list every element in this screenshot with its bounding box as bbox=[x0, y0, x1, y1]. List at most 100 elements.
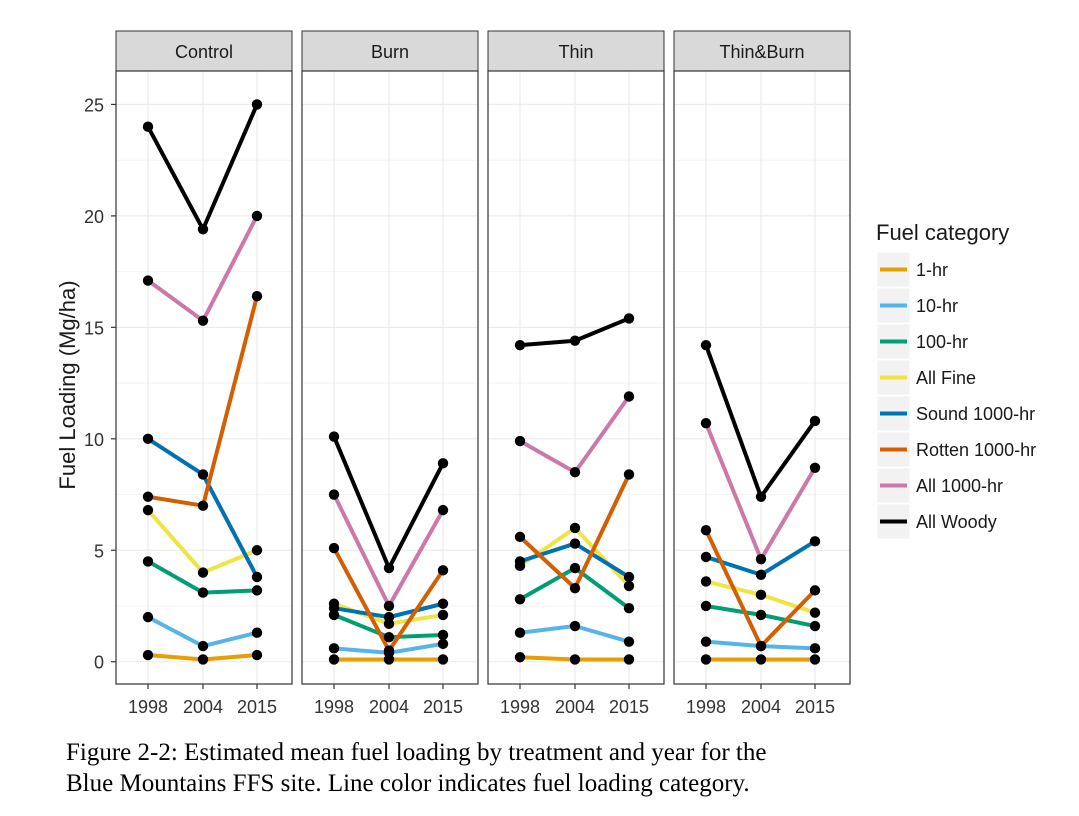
x-tick-label: 1998 bbox=[128, 697, 168, 717]
data-point-all-1000-hr bbox=[437, 504, 449, 516]
faceted-line-chart: 0 5 10 15 20 25 Fuel Loading (Mg/ha) Control 1… bbox=[55, 30, 1036, 717]
data-point-100-hr bbox=[755, 609, 767, 621]
data-point-10-hr bbox=[251, 627, 263, 638]
legend-label: 1-hr bbox=[916, 260, 948, 280]
data-point-sound-1000-hr bbox=[514, 556, 526, 567]
data-point-all-1000-hr bbox=[809, 462, 821, 473]
y-axis-title: Fuel Loading (Mg/ha) bbox=[55, 280, 80, 489]
caption-line-1: Figure 2-2: Estimated mean fuel loading … bbox=[66, 739, 767, 766]
panel-border bbox=[301, 70, 479, 685]
data-point-100-hr bbox=[383, 631, 395, 643]
x-tick-label: 1998 bbox=[314, 697, 354, 717]
data-point-rotten-1000-hr bbox=[328, 542, 340, 554]
panel-background bbox=[116, 71, 292, 684]
data-point-all-fine bbox=[142, 504, 154, 516]
y-tick-label: 15 bbox=[84, 318, 104, 338]
panel-strip-label: Control bbox=[175, 42, 233, 62]
data-point-rotten-1000-hr bbox=[755, 640, 767, 652]
data-point-all-woody bbox=[809, 415, 821, 427]
data-point-rotten-1000-hr bbox=[700, 524, 712, 536]
data-point-rotten-1000-hr bbox=[514, 531, 526, 543]
data-point-100-hr bbox=[809, 620, 821, 632]
x-tick-label: 1998 bbox=[500, 697, 540, 717]
legend-label: Rotten 1000-hr bbox=[916, 440, 1036, 460]
data-point-all-1000-hr bbox=[383, 600, 395, 612]
data-point-1-hr bbox=[251, 649, 263, 661]
data-point-1-hr bbox=[437, 654, 449, 665]
data-point-100-hr bbox=[514, 594, 526, 605]
data-point-sound-1000-hr bbox=[328, 603, 340, 614]
y-tick-label: 10 bbox=[84, 430, 104, 450]
legend-item-rotten-1000-hr: Rotten 1000-hr bbox=[876, 431, 1036, 468]
data-point-all-fine bbox=[700, 576, 712, 587]
data-point-all-1000-hr bbox=[755, 553, 767, 565]
y-tick-label: 25 bbox=[84, 95, 104, 115]
data-point-rotten-1000-hr bbox=[569, 582, 581, 594]
data-point-10-hr bbox=[700, 636, 712, 647]
legend-label: All Woody bbox=[916, 512, 997, 532]
data-point-10-hr bbox=[197, 640, 209, 652]
legend-label: All Fine bbox=[916, 368, 976, 388]
x-tick-label: 2015 bbox=[795, 697, 835, 717]
data-point-1-hr bbox=[514, 652, 526, 663]
legend-label: Sound 1000-hr bbox=[916, 404, 1035, 424]
data-point-sound-1000-hr bbox=[251, 571, 263, 583]
data-point-1-hr bbox=[142, 649, 154, 661]
y-tick-label: 20 bbox=[84, 207, 104, 227]
data-point-all-1000-hr bbox=[142, 275, 154, 286]
panel-strip bbox=[673, 30, 851, 72]
panel-strip-label: Burn bbox=[371, 42, 409, 62]
x-tick-label: 2004 bbox=[555, 697, 595, 717]
legend-item-100-hr: 100-hr bbox=[876, 323, 968, 360]
data-point-rotten-1000-hr bbox=[142, 491, 154, 502]
data-point-rotten-1000-hr bbox=[623, 469, 635, 480]
data-point-all-fine bbox=[251, 545, 263, 556]
data-point-all-woody bbox=[328, 431, 340, 442]
data-point-1-hr bbox=[623, 654, 635, 665]
panel-border bbox=[487, 70, 665, 685]
data-point-all-fine bbox=[197, 567, 209, 578]
legend: Fuel category 1-hr 10-hr 100-hr All Fine Soun… bbox=[876, 220, 1036, 540]
data-point-all-1000-hr bbox=[328, 489, 340, 500]
panel-strip bbox=[301, 30, 479, 72]
data-point-100-hr bbox=[569, 562, 581, 574]
data-point-all-woody bbox=[700, 339, 712, 351]
x-tick-label: 1998 bbox=[686, 697, 726, 717]
panel-border bbox=[673, 70, 851, 685]
data-point-rotten-1000-hr bbox=[437, 565, 449, 576]
data-point-all-fine bbox=[809, 607, 821, 618]
data-point-10-hr bbox=[569, 620, 581, 632]
data-point-100-hr bbox=[623, 603, 635, 614]
data-point-1-hr bbox=[328, 654, 340, 665]
data-point-rotten-1000-hr bbox=[251, 290, 263, 302]
legend-item-1-hr: 1-hr bbox=[876, 251, 948, 288]
legend-item-all-fine: All Fine bbox=[876, 359, 976, 396]
legend-label: 100-hr bbox=[916, 332, 968, 352]
data-point-100-hr bbox=[197, 587, 209, 598]
data-point-all-fine bbox=[437, 609, 449, 621]
data-point-sound-1000-hr bbox=[809, 536, 821, 547]
data-point-10-hr bbox=[623, 636, 635, 647]
data-point-sound-1000-hr bbox=[197, 469, 209, 480]
data-point-all-1000-hr bbox=[700, 417, 712, 429]
data-point-10-hr bbox=[328, 643, 340, 654]
data-point-all-woody bbox=[383, 562, 395, 574]
data-point-100-hr bbox=[437, 629, 449, 641]
data-point-sound-1000-hr bbox=[569, 538, 581, 549]
data-point-100-hr bbox=[142, 556, 154, 567]
data-point-100-hr bbox=[700, 600, 712, 612]
data-point-rotten-1000-hr bbox=[197, 500, 209, 511]
data-point-all-woody bbox=[755, 491, 767, 502]
data-point-all-1000-hr bbox=[623, 391, 635, 402]
data-point-10-hr bbox=[514, 627, 526, 638]
data-point-all-1000-hr bbox=[197, 315, 209, 326]
legend-title: Fuel category bbox=[876, 220, 1009, 245]
panel-thin: Thin 1998 2004 2015 bbox=[487, 30, 665, 717]
panel-strip-label: Thin&Burn bbox=[719, 42, 804, 62]
panel-background bbox=[302, 71, 478, 684]
legend-item-sound-1000-hr: Sound 1000-hr bbox=[876, 395, 1035, 432]
data-point-all-1000-hr bbox=[569, 467, 581, 478]
data-point-all-woody bbox=[197, 224, 209, 235]
data-point-1-hr bbox=[809, 654, 821, 665]
data-point-sound-1000-hr bbox=[700, 551, 712, 563]
